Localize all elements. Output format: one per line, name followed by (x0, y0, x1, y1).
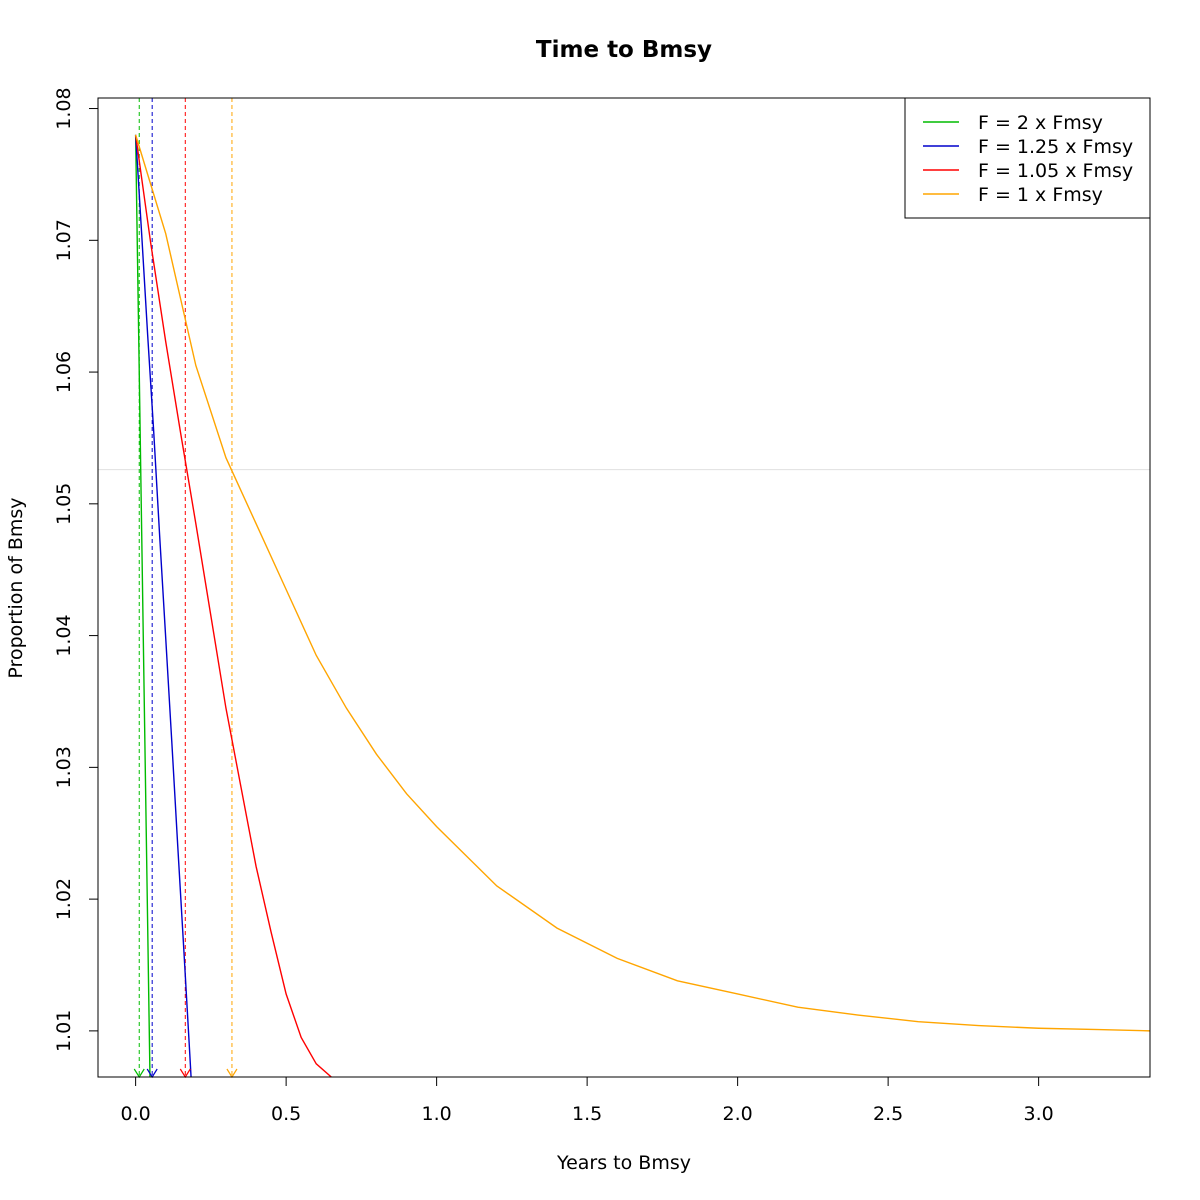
legend-label-3: F = 1 x Fmsy (978, 184, 1103, 206)
y-tick-label-1: 1.02 (53, 878, 75, 920)
legend-label-2: F = 1.05 x Fmsy (978, 160, 1133, 182)
x-tick-label-4: 2.0 (723, 1103, 753, 1125)
x-tick-label-5: 2.5 (873, 1103, 903, 1125)
series-line-1 (134, 134, 192, 1077)
x-tick-label-3: 1.5 (572, 1103, 602, 1125)
legend-label-1: F = 1.25 x Fmsy (978, 136, 1133, 158)
y-axis-label: Proportion of Bmsy (5, 497, 27, 678)
y-tick-label-5: 1.06 (53, 351, 75, 393)
x-tick-label-1: 0.5 (271, 1103, 301, 1125)
x-axis: 0.0 0.5 1.0 1.5 2.0 2.5 3.0 (121, 1076, 1054, 1125)
marker-line-layer (138, 98, 233, 1077)
y-axis: 1.01 1.02 1.03 1.04 1.05 1.06 1.07 1.08 (53, 87, 99, 1052)
x-tick-label-6: 3.0 (1024, 1103, 1054, 1125)
x-tick-label-2: 1.0 (422, 1103, 452, 1125)
series-layer (134, 134, 1150, 1077)
y-tick-label-7: 1.08 (53, 87, 75, 129)
y-tick-label-2: 1.03 (53, 746, 75, 788)
series-line-0 (134, 134, 151, 1077)
series-line-3 (134, 134, 1150, 1032)
y-tick-label-0: 1.01 (53, 1010, 75, 1052)
y-tick-label-4: 1.05 (53, 483, 75, 525)
series-line-2 (134, 134, 333, 1077)
y-tick-label-6: 1.07 (53, 219, 75, 261)
legend-box (904, 97, 1151, 219)
y-tick-label-3: 1.04 (53, 614, 75, 656)
x-axis-label: Years to Bmsy (556, 1152, 691, 1174)
x-tick-label-0: 0.0 (121, 1103, 151, 1125)
legend-label-0: F = 2 x Fmsy (978, 112, 1103, 134)
chart-title: Time to Bmsy (536, 37, 712, 63)
